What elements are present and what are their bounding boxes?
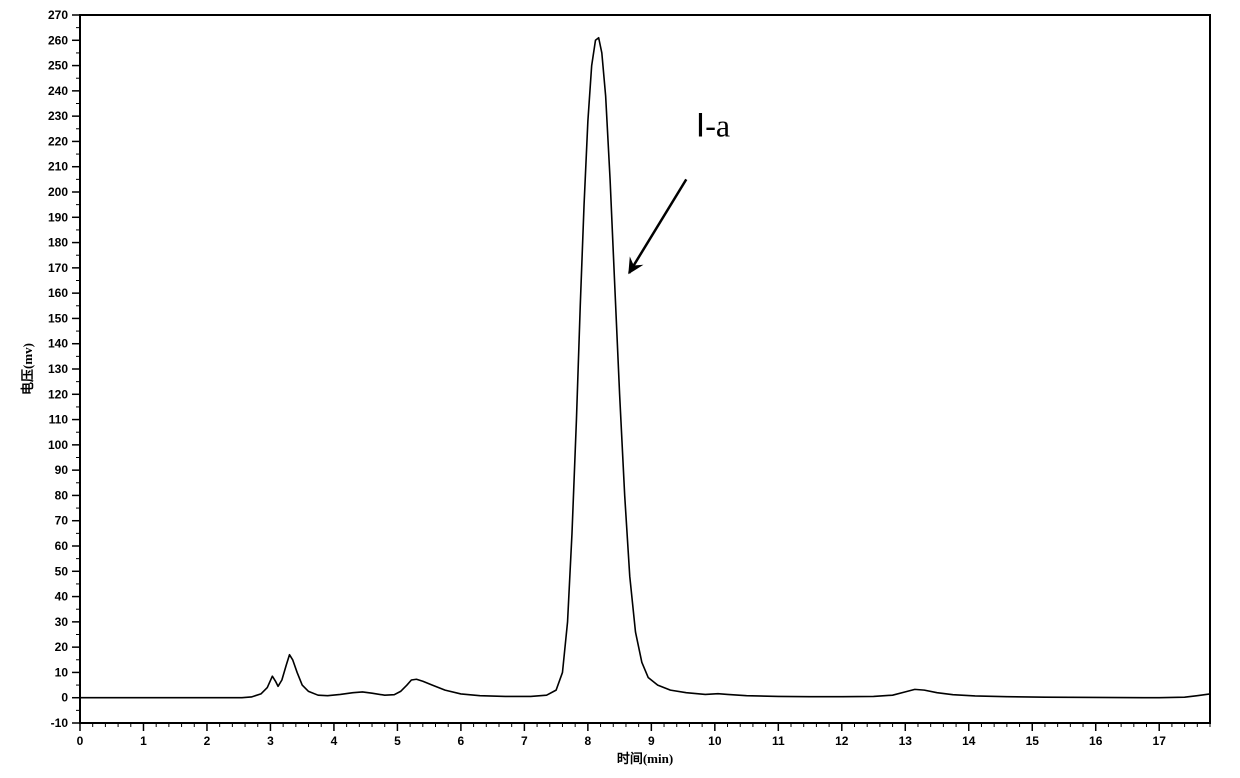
svg-text:4: 4 (331, 734, 338, 748)
svg-text:130: 130 (48, 362, 68, 376)
svg-text:10: 10 (55, 665, 69, 679)
svg-text:7: 7 (521, 734, 528, 748)
svg-text:16: 16 (1089, 734, 1103, 748)
svg-text:1: 1 (140, 734, 147, 748)
svg-text:20: 20 (55, 640, 69, 654)
svg-text:9: 9 (648, 734, 655, 748)
chromatogram-chart: 01234567891011121314151617-1001020304050… (0, 0, 1240, 778)
y-axis-label: 电压(mv) (20, 343, 35, 395)
svg-text:5: 5 (394, 734, 401, 748)
svg-text:140: 140 (48, 337, 68, 351)
svg-text:100: 100 (48, 438, 68, 452)
svg-text:50: 50 (55, 564, 69, 578)
svg-text:180: 180 (48, 236, 68, 250)
svg-text:12: 12 (835, 734, 849, 748)
svg-text:-10: -10 (51, 716, 69, 730)
svg-text:220: 220 (48, 134, 68, 148)
svg-text:90: 90 (55, 463, 69, 477)
svg-text:60: 60 (55, 539, 69, 553)
svg-text:210: 210 (48, 160, 68, 174)
svg-text:70: 70 (55, 514, 69, 528)
svg-text:0: 0 (77, 734, 84, 748)
svg-text:10: 10 (708, 734, 722, 748)
svg-text:3: 3 (267, 734, 274, 748)
svg-text:170: 170 (48, 261, 68, 275)
svg-text:40: 40 (55, 590, 69, 604)
svg-text:14: 14 (962, 734, 976, 748)
svg-text:13: 13 (899, 734, 913, 748)
svg-text:15: 15 (1026, 734, 1040, 748)
svg-text:30: 30 (55, 615, 69, 629)
peak-annotation-label: Ⅰ-a (696, 107, 730, 143)
svg-text:270: 270 (48, 8, 68, 22)
svg-text:17: 17 (1153, 734, 1167, 748)
svg-text:11: 11 (772, 734, 785, 748)
svg-text:6: 6 (458, 734, 465, 748)
svg-text:8: 8 (585, 734, 592, 748)
svg-text:240: 240 (48, 84, 68, 98)
svg-text:250: 250 (48, 59, 68, 73)
svg-text:2: 2 (204, 734, 211, 748)
svg-text:160: 160 (48, 286, 68, 300)
svg-text:260: 260 (48, 33, 68, 47)
svg-text:80: 80 (55, 488, 69, 502)
svg-text:120: 120 (48, 387, 68, 401)
x-axis-label: 时间(min) (617, 751, 673, 766)
svg-text:230: 230 (48, 109, 68, 123)
svg-text:110: 110 (49, 413, 69, 427)
chart-svg: 01234567891011121314151617-1001020304050… (0, 0, 1240, 778)
svg-text:190: 190 (48, 210, 68, 224)
svg-text:0: 0 (61, 691, 68, 705)
svg-text:150: 150 (48, 311, 68, 325)
svg-text:200: 200 (48, 185, 68, 199)
